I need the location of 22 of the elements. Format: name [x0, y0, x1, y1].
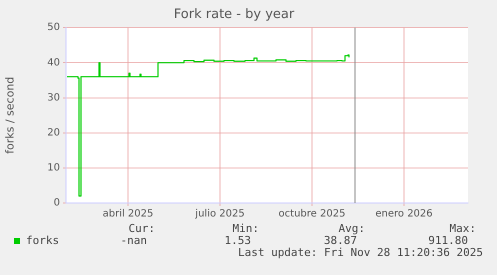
y-axis-title: forks / second [3, 76, 16, 154]
y-tick-label: 20 [47, 127, 60, 138]
text: 911.80 [428, 234, 468, 247]
text: Max: [450, 222, 476, 235]
y-tick-label: 10 [47, 162, 60, 174]
chart-title: Fork rate - by year [174, 7, 295, 22]
legend-label: forks [26, 234, 60, 247]
x-tick-label: octubre 2025 [278, 208, 346, 220]
y-tick-label: 30 [47, 92, 60, 104]
text: Cur: [128, 222, 155, 235]
text: -nan [120, 234, 147, 247]
text: Last update: Fri Nov 28 11:20:36 2025 [238, 246, 483, 259]
text: 38.87 [324, 234, 357, 247]
x-tick-label: enero 2026 [375, 208, 433, 220]
text: 1.53 [224, 234, 251, 247]
text: Min: [232, 222, 259, 235]
y-tick-label: 40 [47, 57, 60, 68]
x-tick-label: julio 2025 [194, 208, 245, 220]
y-tick-label: 0 [54, 198, 60, 209]
x-tick-label: abril 2025 [102, 208, 154, 220]
y-tick-label: 50 [47, 22, 60, 34]
text: Avg: [338, 222, 365, 235]
